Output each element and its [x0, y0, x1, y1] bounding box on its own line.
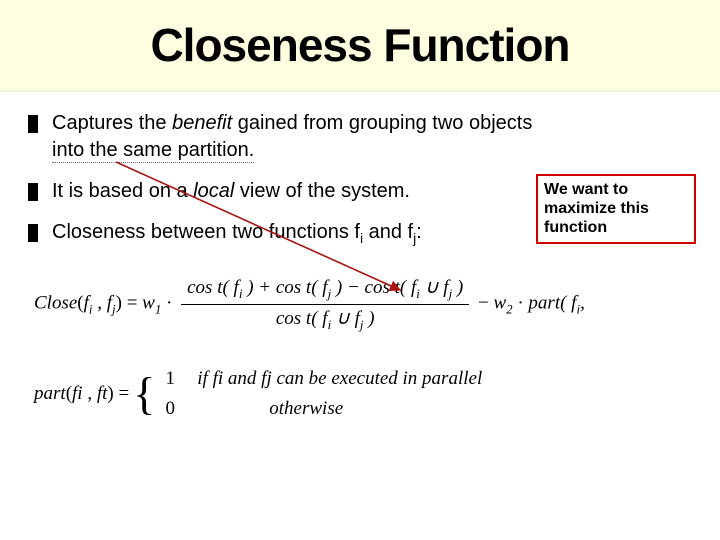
- den-end: ): [363, 308, 374, 329]
- bullet-1-line2: into the same partition.: [52, 139, 254, 163]
- den-cup: ∪ f: [331, 308, 360, 329]
- bullet-1-emph: benefit: [172, 112, 232, 134]
- bullet-1: Captures the benefit gained from groupin…: [28, 110, 692, 164]
- num-a: cos t( f: [187, 277, 239, 298]
- close-formula: Close(fi , fj) = w1 · cos t( fi ) + cos …: [28, 276, 692, 333]
- bullet-icon: [28, 183, 38, 201]
- bullet-3-prefix: Closeness between two functions f: [52, 221, 360, 243]
- num-mid1: ) + cos t( f: [242, 277, 327, 298]
- case-1-val: 1: [161, 368, 179, 390]
- bullet-icon: [28, 224, 38, 242]
- part-word: part: [34, 383, 66, 404]
- w1: w: [142, 293, 155, 314]
- case-1: 1 if fi and fj can be executed in parall…: [161, 368, 482, 390]
- callout-box: We want to maximize this function: [536, 174, 696, 244]
- bullet-1-suffix: gained from grouping two objects: [232, 112, 532, 134]
- close-denominator: cos t( fi ∪ fj ): [181, 305, 469, 333]
- c1m: and f: [223, 368, 266, 389]
- c1a: if f: [197, 368, 218, 389]
- bullet-2-emph: local: [193, 180, 234, 202]
- bullet-3-mid: and f: [363, 221, 413, 243]
- part-formula: part(fi , ft) = { 1 if fi and fj can be …: [28, 368, 692, 420]
- part-word-inline: part: [528, 293, 560, 314]
- c1b: can be executed in parallel: [272, 368, 483, 389]
- close-fraction: cos t( fi ) + cos t( fj ) − cos t( fi ∪ …: [181, 276, 469, 333]
- content-area: Captures the benefit gained from groupin…: [0, 92, 720, 430]
- bullet-2-suffix: view of the system.: [234, 180, 410, 202]
- bullet-1-prefix: Captures the: [52, 112, 172, 134]
- page-title: Closeness Function: [150, 18, 569, 72]
- case-2: 0 otherwise: [161, 398, 482, 420]
- part-trail: ( f: [560, 293, 576, 314]
- w2-sub: 2: [506, 301, 512, 316]
- cases: 1 if fi and fj can be executed in parall…: [161, 368, 482, 420]
- den-a: cos t( f: [276, 308, 328, 329]
- bullet-2-prefix: It is based on a: [52, 180, 193, 202]
- close-numerator: cos t( fi ) + cos t( fj ) − cos t( fi ∪ …: [181, 276, 469, 305]
- close-word: Close: [34, 293, 77, 314]
- case-2-val: 0: [161, 398, 179, 420]
- case-2-cond: otherwise: [197, 398, 343, 420]
- bullet-icon: [28, 115, 38, 133]
- bullet-1-text: Captures the benefit gained from groupin…: [52, 110, 692, 164]
- num-cup: ∪ f: [420, 277, 449, 298]
- callout-text: We want to maximize this function: [544, 181, 649, 236]
- num-end: ): [452, 277, 463, 298]
- case-1-cond: if fi and fj can be executed in parallel: [197, 368, 482, 390]
- num-mid2: ) − cos t( f: [331, 277, 416, 298]
- bullet-3-end: :: [416, 221, 422, 243]
- w1-sub: 1: [155, 301, 161, 316]
- part-trail-end: ,: [580, 293, 585, 314]
- w2: w: [493, 293, 506, 314]
- title-band: Closeness Function: [0, 0, 720, 92]
- brace-icon: {: [133, 376, 155, 413]
